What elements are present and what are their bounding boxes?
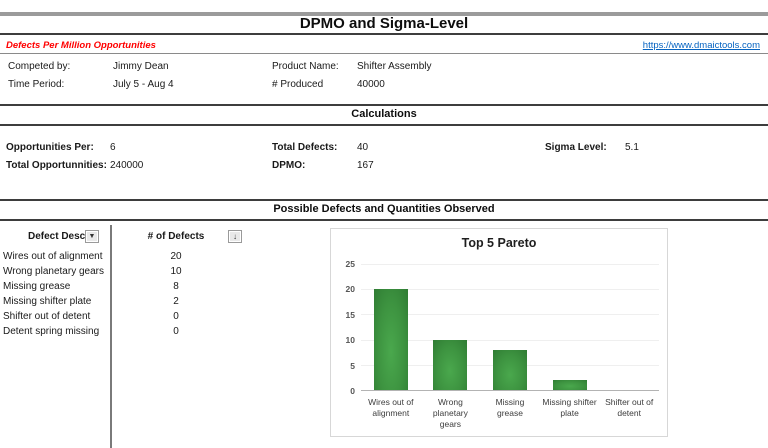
pareto-bar[interactable]	[433, 339, 468, 390]
pareto-bar[interactable]	[373, 289, 408, 390]
filter-dropdown-icon[interactable]: ▼	[85, 230, 99, 243]
product-name-label: Product Name:	[272, 61, 339, 72]
chart-gridline	[361, 314, 659, 316]
chart-bar-slot	[421, 264, 481, 390]
chart-y-axis: 0 5 10 15 20 25	[337, 259, 359, 396]
defect-desc-cell[interactable]: Wrong planetary gears	[3, 266, 104, 277]
time-period-label: Time Period:	[8, 79, 65, 90]
chart-bars-area	[361, 264, 659, 391]
y-axis-tick-label: 25	[345, 259, 355, 269]
chart-title: Top 5 Pareto	[461, 236, 537, 250]
defect-desc-cell[interactable]: Missing shifter plate	[3, 296, 92, 307]
x-axis-category-label: Shifter out of detent	[605, 397, 654, 419]
dpmo-label: DPMO:	[272, 160, 306, 171]
defect-count-column-header: # of Defects	[147, 231, 205, 242]
opportunities-per-label: Opportunities Per:	[6, 142, 94, 153]
sigma-level-label: Sigma Level:	[545, 142, 607, 153]
pareto-bar[interactable]	[492, 349, 527, 390]
pareto-chart[interactable]: Top 5 Pareto 0 5 10 15 20 25 Wires out of ali…	[330, 228, 668, 437]
chart-gridline	[361, 289, 659, 291]
defect-count-cell[interactable]: 20	[170, 251, 182, 262]
time-period-value[interactable]: July 5 - Aug 4	[113, 79, 174, 90]
chart-bar-slot	[361, 264, 421, 390]
chart-gridline	[361, 264, 659, 265]
pareto-bar[interactable]	[552, 379, 587, 390]
divider	[0, 199, 768, 201]
defect-count-cell[interactable]: 8	[173, 281, 179, 292]
x-axis-category-label: Wires out of alignment	[368, 397, 414, 419]
sigma-level-value: 5.1	[625, 142, 639, 153]
competed-by-label: Competed by:	[8, 61, 71, 72]
defect-desc-column-header: Defect Desc.	[27, 231, 89, 242]
y-axis-tick-label: 10	[345, 335, 355, 346]
competed-by-value[interactable]: Jimmy Dean	[113, 61, 169, 72]
chart-gridline	[361, 339, 659, 341]
sort-descending-icon[interactable]: ↓	[228, 230, 242, 243]
defect-count-cell[interactable]: 10	[170, 266, 182, 277]
x-axis-category-label: Wrong planetary gears	[432, 397, 468, 430]
produced-label: # Produced	[272, 79, 324, 90]
opportunities-per-value[interactable]: 6	[110, 142, 116, 153]
table-column-divider	[110, 225, 112, 448]
calculations-header: Calculations	[351, 108, 417, 120]
chart-plot-area: 0 5 10 15 20 25	[337, 259, 659, 396]
total-defects-label: Total Defects:	[272, 142, 338, 153]
top-gray-bar	[0, 12, 768, 16]
defect-desc-cell[interactable]: Missing grease	[3, 281, 71, 292]
possible-defects-header: Possible Defects and Quantities Observed	[273, 203, 495, 215]
divider	[0, 53, 768, 54]
dpmo-value: 167	[357, 160, 374, 171]
page-subtitle: Defects Per Million Opportunities	[6, 40, 156, 51]
page-title: DPMO and Sigma-Level	[299, 15, 469, 32]
total-defects-value: 40	[357, 142, 369, 153]
title-underline	[0, 33, 768, 35]
chart-bar-slot	[540, 264, 600, 390]
website-link[interactable]: https://www.dmaictools.com	[642, 40, 760, 51]
divider	[0, 124, 768, 126]
total-opportunities-value: 240000	[110, 160, 144, 171]
x-axis-category-label: Missing shifter plate	[542, 397, 597, 419]
divider	[0, 219, 768, 221]
y-axis-tick-label: 0	[350, 386, 355, 396]
divider	[0, 104, 768, 106]
total-opportunities-label: Total Opportunnities:	[6, 160, 107, 171]
x-axis-category-label: Missing grease	[495, 397, 525, 419]
defect-desc-cell[interactable]: Detent spring missing	[3, 326, 100, 337]
defect-desc-cell[interactable]: Shifter out of detent	[3, 311, 91, 322]
y-axis-tick-label: 15	[345, 309, 355, 320]
y-axis-tick-label: 5	[350, 360, 355, 371]
y-axis-tick-label: 20	[345, 284, 355, 295]
defect-count-cell[interactable]: 0	[173, 326, 179, 337]
defect-count-cell[interactable]: 2	[173, 296, 179, 307]
defect-count-cell[interactable]: 0	[173, 311, 179, 322]
produced-value[interactable]: 40000	[357, 79, 385, 90]
chart-x-axis: Wires out of alignment Wrong planetary ge…	[361, 397, 659, 430]
chart-bar-slot	[480, 264, 540, 390]
defect-desc-cell[interactable]: Wires out of alignment	[3, 251, 103, 262]
product-name-value[interactable]: Shifter Assembly	[357, 61, 432, 72]
chart-bar-slot	[599, 264, 659, 390]
